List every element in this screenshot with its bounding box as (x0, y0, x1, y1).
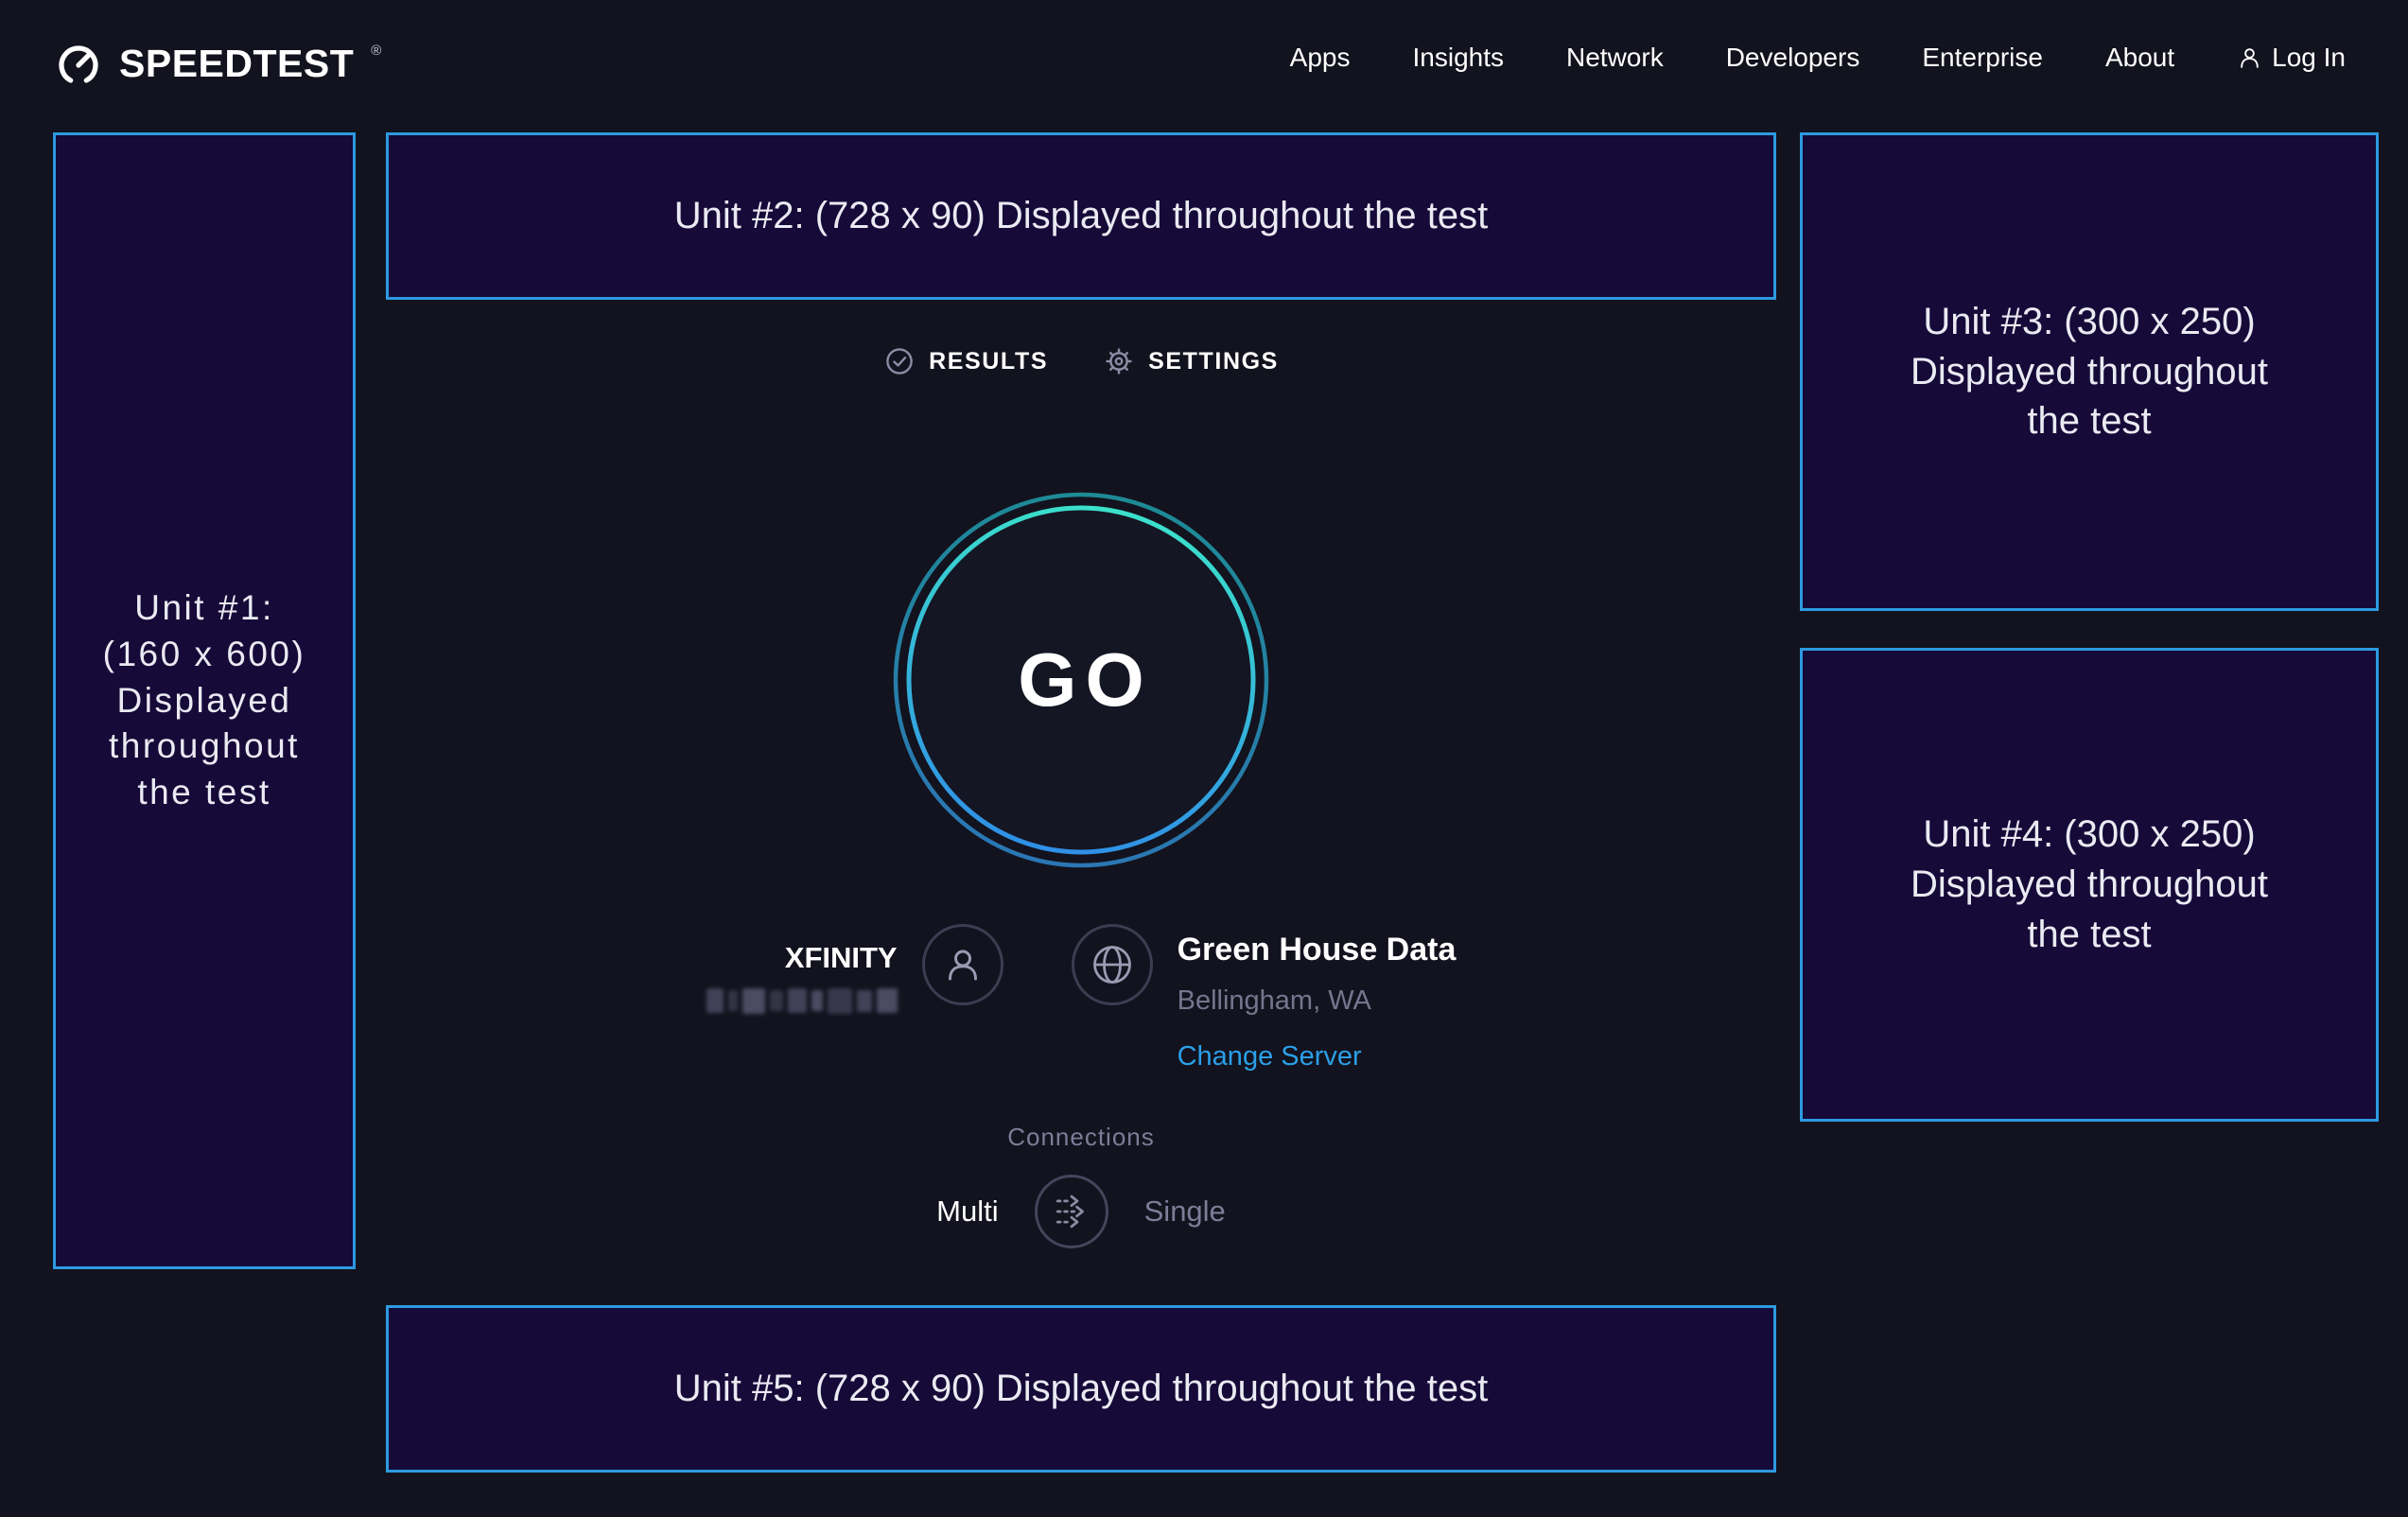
connections-multi-option[interactable]: Multi (936, 1194, 999, 1228)
ad-unit-1-skyscraper[interactable]: Unit #1: (160 x 600) Displayed throughou… (53, 132, 356, 1269)
trademark-symbol: ® (371, 42, 382, 59)
server-text: Green House Data Bellingham, WA Change S… (1178, 924, 1457, 1072)
nav-item-insights[interactable]: Insights (1412, 43, 1505, 72)
logo-wordmark: SPEEDTEST (119, 41, 355, 85)
server-name: Green House Data (1177, 932, 1457, 968)
speedtest-main-panel: RESULTS (386, 300, 1776, 1305)
speedtest-logo[interactable]: SPEEDTEST ® (53, 38, 382, 89)
change-server-link[interactable]: Change Server (1177, 1041, 1362, 1072)
ad-unit-5-leaderboard[interactable]: Unit #5: (728 x 90) Displayed throughout… (386, 1305, 1776, 1473)
nav-item-apps[interactable]: Apps (1289, 43, 1351, 72)
ad-text-line: throughout (109, 726, 300, 766)
ad-text-line: Unit #3: (300 x 250) (1923, 300, 2256, 342)
nav-item-enterprise[interactable]: Enterprise (1922, 43, 2043, 72)
user-icon (2237, 45, 2262, 71)
tab-results-label: RESULTS (929, 347, 1049, 375)
results-settings-tabs: RESULTS (386, 345, 1776, 377)
tab-settings-label: SETTINGS (1148, 347, 1279, 375)
server-block: Green House Data Bellingham, WA Change S… (1071, 924, 1457, 1072)
connections-heading: Connections (1007, 1123, 1155, 1151)
ad-text-line: the test (137, 773, 271, 812)
connections-section: Connections Multi Single (386, 1123, 1776, 1248)
ad-text-line: Displayed throughout (1910, 350, 2269, 392)
ad-text-line: (160 x 600) (102, 634, 306, 673)
go-gradient-rings (893, 492, 1269, 868)
ad-text-line: Unit #4: (300 x 250) (1923, 813, 2256, 856)
go-button[interactable]: GO (892, 491, 1270, 869)
isp-name: XFINITY (784, 941, 898, 974)
ad-text-line: Displayed (116, 680, 292, 720)
tab-results[interactable]: RESULTS (883, 345, 1048, 377)
top-nav-bar: SPEEDTEST ® Apps Insights Network Develo… (0, 0, 2408, 115)
ad-text-line: Unit #5: (728 x 90) Displayed throughout… (673, 1368, 1489, 1409)
ad-text-line: Displayed throughout (1910, 863, 2269, 906)
nav-menu: Apps Insights Network Developers Enterpr… (1290, 43, 2346, 73)
connections-single-option[interactable]: Single (1143, 1194, 1226, 1228)
check-circle-icon (883, 345, 916, 377)
login-button[interactable]: Log In (2237, 43, 2346, 73)
login-label: Log In (2272, 43, 2346, 72)
ad-text-line: the test (2027, 913, 2152, 955)
ad-unit-4-rectangle[interactable]: Unit #4: (300 x 250) Displayed throughou… (1800, 648, 2379, 1122)
go-label: GO (1018, 637, 1153, 722)
nav-item-developers[interactable]: Developers (1725, 43, 1860, 72)
nav-item-about[interactable]: About (2104, 43, 2175, 72)
nav-item-network[interactable]: Network (1566, 43, 1664, 72)
server-location: Bellingham, WA (1177, 985, 1371, 1016)
ad-text-line: Unit #2: (728 x 90) Displayed throughout… (673, 195, 1489, 236)
ad-text-line: Unit #1: (134, 587, 274, 627)
redacted-ip-address (706, 986, 898, 1015)
globe-icon (1071, 924, 1153, 1005)
connection-info-row: XFINITY (386, 924, 1776, 1072)
connections-toggle-row: Multi Single (386, 1175, 1776, 1248)
isp-block: XFINITY (706, 924, 1003, 1015)
isp-user-icon (921, 924, 1003, 1005)
multi-arrows-icon (1056, 1194, 1084, 1229)
ad-unit-3-rectangle[interactable]: Unit #3: (300 x 250) Displayed throughou… (1800, 132, 2379, 611)
tab-settings[interactable]: SETTINGS (1103, 345, 1279, 377)
isp-text: XFINITY (706, 924, 898, 1015)
ad-unit-2-leaderboard[interactable]: Unit #2: (728 x 90) Displayed throughout… (386, 132, 1776, 300)
ad-text-line: the test (2027, 400, 2152, 443)
gear-icon (1103, 345, 1135, 377)
multi-connection-toggle[interactable] (1034, 1175, 1108, 1248)
speedtest-gauge-icon (53, 38, 104, 89)
